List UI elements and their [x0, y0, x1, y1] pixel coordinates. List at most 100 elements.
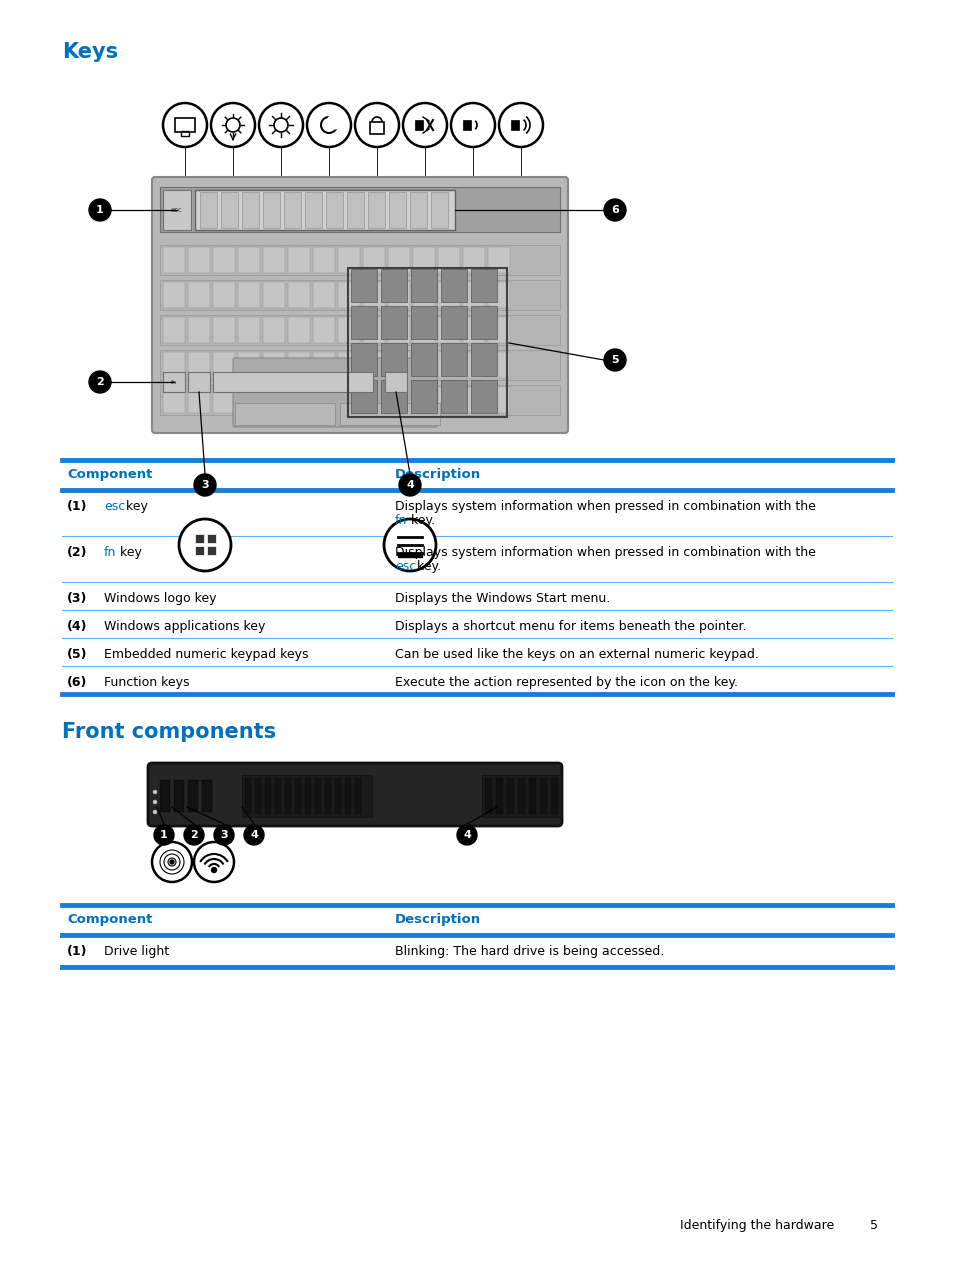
Text: esc: esc: [104, 500, 125, 513]
Bar: [363, 318, 385, 343]
Circle shape: [193, 842, 233, 881]
Bar: [411, 380, 436, 413]
Text: 4: 4: [462, 831, 471, 839]
Bar: [160, 279, 559, 310]
Bar: [160, 351, 559, 380]
Bar: [188, 246, 210, 273]
Bar: [363, 387, 385, 413]
Bar: [380, 343, 407, 376]
Circle shape: [213, 826, 233, 845]
Text: (1): (1): [67, 500, 88, 513]
Bar: [388, 318, 410, 343]
Text: Description: Description: [395, 913, 480, 926]
Text: Identifying the hardware: Identifying the hardware: [679, 1219, 833, 1232]
Bar: [284, 192, 301, 229]
Bar: [163, 190, 191, 230]
Circle shape: [212, 867, 216, 872]
Bar: [181, 131, 189, 136]
Bar: [370, 122, 384, 135]
Bar: [163, 318, 185, 343]
Text: (6): (6): [67, 676, 88, 690]
Text: 1: 1: [96, 204, 104, 215]
Text: Can be used like the keys on an external numeric keypad.: Can be used like the keys on an external…: [395, 648, 758, 660]
Bar: [274, 779, 281, 814]
Bar: [462, 246, 484, 273]
Bar: [462, 119, 471, 130]
Bar: [163, 352, 185, 378]
Bar: [363, 352, 385, 378]
Circle shape: [603, 349, 625, 371]
Bar: [380, 306, 407, 339]
Text: Blinking: The hard drive is being accessed.: Blinking: The hard drive is being access…: [395, 945, 663, 958]
Circle shape: [184, 826, 204, 845]
Bar: [288, 318, 310, 343]
Bar: [160, 187, 559, 232]
Bar: [174, 118, 194, 132]
Bar: [313, 282, 335, 309]
Bar: [440, 343, 467, 376]
Bar: [437, 246, 459, 273]
Circle shape: [456, 826, 476, 845]
FancyBboxPatch shape: [233, 358, 436, 427]
Circle shape: [498, 103, 542, 147]
Circle shape: [89, 371, 111, 392]
Text: Displays system information when pressed in combination with the: Displays system information when pressed…: [395, 500, 815, 513]
Bar: [411, 269, 436, 302]
Bar: [213, 372, 373, 392]
Bar: [348, 268, 506, 417]
Circle shape: [152, 790, 157, 794]
Bar: [413, 318, 435, 343]
Text: key.: key.: [413, 560, 441, 573]
Bar: [413, 246, 435, 273]
Bar: [237, 387, 260, 413]
Text: (2): (2): [67, 546, 88, 559]
Text: key: key: [122, 500, 148, 513]
Circle shape: [153, 826, 173, 845]
Text: fn: fn: [104, 546, 116, 559]
Bar: [437, 387, 459, 413]
Text: Function keys: Function keys: [104, 676, 190, 690]
Bar: [410, 192, 427, 229]
Bar: [351, 343, 376, 376]
Bar: [160, 385, 559, 415]
Text: Front components: Front components: [62, 723, 275, 742]
Text: (3): (3): [67, 592, 88, 605]
Bar: [488, 282, 510, 309]
Bar: [313, 352, 335, 378]
Bar: [263, 318, 285, 343]
Bar: [194, 190, 455, 230]
Circle shape: [327, 116, 340, 130]
Bar: [305, 779, 311, 814]
Bar: [288, 387, 310, 413]
Bar: [237, 352, 260, 378]
Bar: [539, 779, 546, 814]
Text: Displays a shortcut menu for items beneath the pointer.: Displays a shortcut menu for items benea…: [395, 620, 745, 632]
Bar: [389, 192, 406, 229]
Bar: [160, 245, 559, 276]
Circle shape: [402, 103, 447, 147]
Bar: [245, 779, 251, 814]
Text: Embedded numeric keypad keys: Embedded numeric keypad keys: [104, 648, 308, 660]
Bar: [163, 387, 185, 413]
Circle shape: [152, 842, 192, 881]
Bar: [388, 246, 410, 273]
Bar: [368, 192, 385, 229]
Bar: [440, 269, 467, 302]
Bar: [462, 318, 484, 343]
Bar: [242, 775, 372, 817]
Bar: [288, 352, 310, 378]
Text: (1): (1): [67, 945, 88, 958]
Bar: [163, 282, 185, 309]
Circle shape: [211, 103, 254, 147]
Bar: [194, 533, 204, 544]
Bar: [388, 352, 410, 378]
Circle shape: [152, 800, 157, 804]
Bar: [237, 318, 260, 343]
Bar: [345, 779, 351, 814]
Bar: [160, 315, 559, 345]
Text: (4): (4): [67, 620, 88, 632]
Text: 6: 6: [611, 204, 618, 215]
Bar: [237, 282, 260, 309]
Circle shape: [384, 519, 436, 572]
Text: fn: fn: [395, 514, 407, 527]
